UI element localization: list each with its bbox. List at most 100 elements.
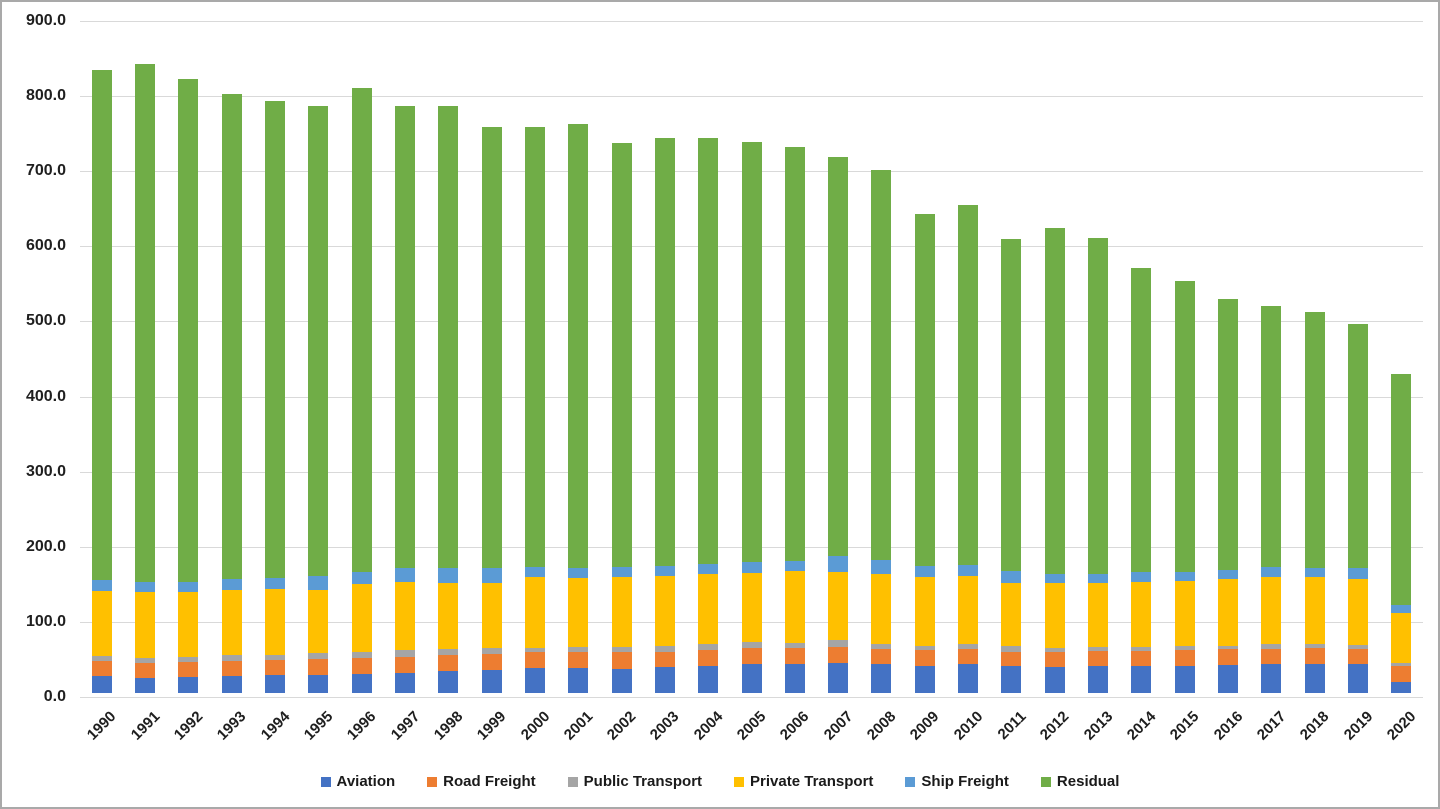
bar-segment-residual	[611, 143, 632, 567]
bar-segment-ship-freight	[1044, 574, 1065, 584]
bar-segment-ship-freight	[91, 580, 112, 591]
bar-segment-road-freight	[914, 650, 935, 666]
bar-segment-road-freight	[654, 651, 675, 668]
bar-segment-aviation	[1304, 663, 1325, 693]
bar-segment-road-freight	[828, 647, 849, 663]
x-tick-label-2002: 2002	[603, 708, 640, 744]
bar-segment-ship-freight	[1088, 573, 1109, 583]
x-tick-label-2005: 2005	[733, 708, 770, 744]
bar-segment-public-transport	[914, 645, 935, 651]
bar-segment-public-transport	[568, 647, 589, 653]
bar-segment-aviation	[784, 663, 805, 693]
bar-segment-ship-freight	[524, 566, 545, 578]
bar-2001	[568, 124, 589, 693]
bar-segment-public-transport	[611, 647, 632, 653]
bar-segment-road-freight	[1044, 651, 1065, 667]
bar-segment-road-freight	[871, 648, 892, 665]
bar-segment-aviation	[178, 677, 199, 693]
y-tick-label: 900.0	[25, 12, 66, 29]
bar-1993	[221, 93, 242, 693]
bar-segment-residual	[134, 64, 155, 582]
bar-segment-ship-freight	[1218, 569, 1239, 579]
bar-segment-private-transport	[394, 581, 415, 651]
bar-segment-aviation	[91, 676, 112, 693]
bar-segment-ship-freight	[1001, 570, 1022, 583]
y-tick-label: 300.0	[25, 462, 66, 480]
bar-segment-ship-freight	[438, 567, 459, 583]
bar-segment-aviation	[394, 672, 415, 693]
legend-item-residual: Residual	[1040, 773, 1119, 790]
bar-segment-private-transport	[91, 590, 112, 657]
bar-segment-private-transport	[221, 590, 242, 656]
gridline-900	[80, 21, 1423, 22]
bar-segment-private-transport	[524, 577, 545, 648]
legend-label: Ship Freight	[921, 773, 1009, 790]
bar-segment-private-transport	[178, 591, 199, 657]
x-tick-label-2001: 2001	[560, 708, 597, 744]
x-tick-label-2008: 2008	[863, 708, 900, 744]
bar-segment-residual	[91, 69, 112, 581]
bar-segment-aviation	[828, 662, 849, 693]
bar-segment-public-transport	[1088, 647, 1109, 651]
legend-swatch-icon	[427, 776, 438, 787]
bar-segment-residual	[698, 137, 719, 564]
bar-segment-aviation	[654, 667, 675, 693]
legend-item-public-transport: Public Transport	[567, 773, 702, 790]
bar-segment-private-transport	[914, 577, 935, 646]
bar-segment-private-transport	[1174, 581, 1195, 647]
bar-segment-private-transport	[351, 584, 372, 652]
bar-segment-public-transport	[178, 656, 199, 663]
x-tick-label-1990: 1990	[84, 708, 120, 744]
bar-segment-ship-freight	[958, 564, 979, 576]
bar-segment-aviation	[264, 674, 285, 693]
bar-segment-ship-freight	[1131, 572, 1152, 582]
bar-1990	[91, 69, 112, 693]
bar-1999	[481, 127, 502, 693]
bar-2000	[524, 126, 545, 693]
bar-segment-residual	[394, 106, 415, 569]
bar-segment-aviation	[438, 671, 459, 693]
bar-segment-ship-freight	[568, 567, 589, 579]
bar-segment-road-freight	[1261, 648, 1282, 665]
bar-segment-aviation	[1218, 665, 1239, 693]
bar-2004	[698, 137, 719, 693]
bar-segment-private-transport	[1218, 578, 1239, 646]
y-tick-label: 400.0	[25, 387, 66, 405]
bar-segment-public-transport	[1218, 645, 1239, 650]
bar-segment-private-transport	[958, 575, 979, 645]
bar-2010	[958, 204, 979, 693]
bar-segment-ship-freight	[654, 566, 675, 576]
bar-segment-road-freight	[91, 661, 112, 677]
bar-segment-public-transport	[481, 647, 502, 654]
bar-segment-road-freight	[134, 662, 155, 678]
bar-segment-ship-freight	[134, 581, 155, 592]
bar-segment-public-transport	[1001, 646, 1022, 652]
bar-2020	[1391, 373, 1412, 693]
bar-segment-road-freight	[351, 657, 372, 675]
bar-1997	[394, 106, 415, 693]
bar-segment-private-transport	[1391, 612, 1412, 663]
bar-segment-aviation	[481, 669, 502, 693]
bar-segment-public-transport	[221, 655, 242, 661]
bar-segment-private-transport	[828, 572, 849, 640]
y-tick-label: 0.0	[43, 688, 66, 705]
legend-item-aviation: Aviation	[320, 773, 396, 790]
bar-2011	[1001, 238, 1022, 693]
x-tick-label-2014: 2014	[1123, 708, 1160, 744]
legend-label: Aviation	[336, 773, 396, 790]
bar-segment-private-transport	[611, 576, 632, 648]
bar-segment-residual	[264, 101, 285, 579]
bar-segment-public-transport	[828, 639, 849, 648]
bar-segment-ship-freight	[698, 563, 719, 575]
bar-segment-road-freight	[221, 660, 242, 676]
bar-segment-aviation	[1174, 665, 1195, 693]
bar-segment-ship-freight	[1174, 572, 1195, 582]
x-tick-label-1994: 1994	[257, 708, 293, 744]
bar-2013	[1088, 237, 1109, 693]
legend-swatch-icon	[734, 776, 745, 787]
x-tick-label-1993: 1993	[214, 708, 250, 744]
bar-segment-ship-freight	[481, 567, 502, 583]
legend-swatch-icon	[320, 776, 331, 787]
bar-2018	[1304, 312, 1325, 693]
bar-segment-public-transport	[264, 654, 285, 660]
